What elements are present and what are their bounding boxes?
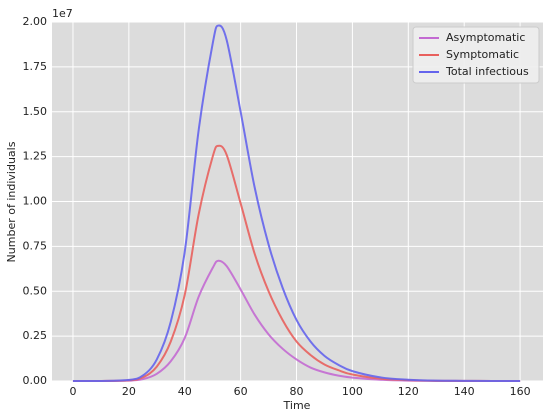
legend-label: Asymptomatic [446,31,525,44]
series-line [72,24,521,383]
y-tick-label: 1.50 [23,105,48,118]
legend-label: Symptomatic [446,48,519,61]
y-tick-label: 1.25 [23,150,48,163]
y-tick-label: 0.25 [23,329,48,342]
y-tick-label: 0.75 [23,239,48,252]
x-tick-label: 20 [122,385,136,398]
y-tick-label: 1.75 [23,60,48,73]
x-tick-label: 0 [69,385,76,398]
y-tick-label: 2.00 [23,15,48,28]
legend-box [412,26,540,84]
x-tick-label: 60 [234,385,248,398]
x-tick-label: 40 [178,385,192,398]
x-tick-label: 100 [342,385,363,398]
x-tick-label: 160 [510,385,531,398]
x-tick-label: 140 [454,385,475,398]
y-axis-label: Number of individuals [5,141,18,262]
y-tick-label: 0.50 [23,284,48,297]
x-tick-label: 120 [398,385,419,398]
x-tick-label: 80 [290,385,304,398]
x-axis-label: Time [283,399,311,412]
y-tick-label: 0.00 [23,374,48,387]
legend-label: Total infectious [445,65,529,78]
y-offset-label: 1e7 [52,7,73,20]
y-tick-label: 1.00 [23,195,48,208]
